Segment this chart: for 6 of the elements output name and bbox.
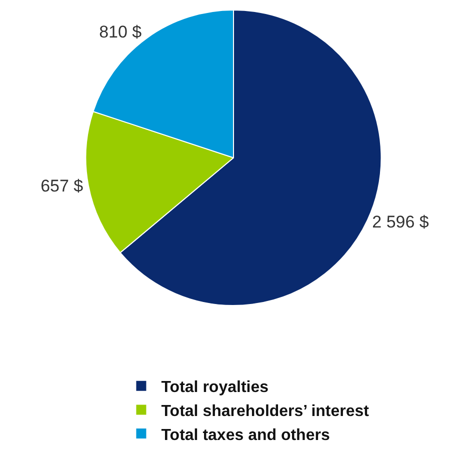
legend-label: Total shareholders’ interest bbox=[161, 402, 370, 420]
data-label: 2 596 $ bbox=[372, 212, 430, 232]
legend-label: Total royalties bbox=[161, 379, 269, 396]
data-label: 810 $ bbox=[99, 22, 142, 42]
legend-label: Total taxes and others bbox=[161, 426, 330, 444]
data-label: 657 $ bbox=[40, 176, 84, 196]
